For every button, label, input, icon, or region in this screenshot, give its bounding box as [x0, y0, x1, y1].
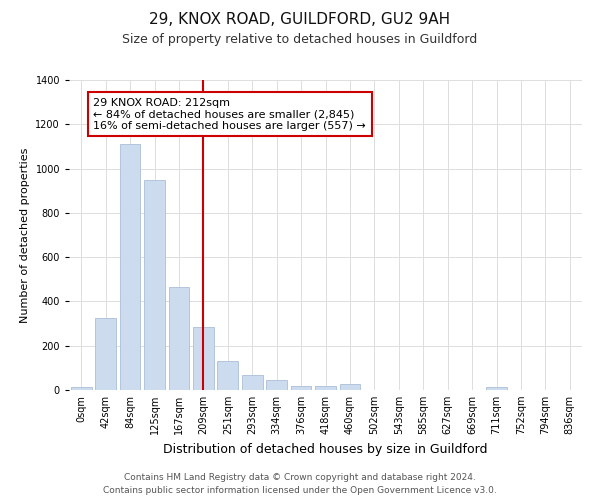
Text: 29 KNOX ROAD: 212sqm
← 84% of detached houses are smaller (2,845)
16% of semi-de: 29 KNOX ROAD: 212sqm ← 84% of detached h… — [94, 98, 366, 131]
Bar — [119, 144, 140, 390]
Bar — [71, 386, 92, 390]
Bar — [242, 374, 263, 390]
Text: Contains HM Land Registry data © Crown copyright and database right 2024.: Contains HM Land Registry data © Crown c… — [124, 474, 476, 482]
Bar — [217, 361, 238, 390]
Bar — [486, 386, 507, 390]
Bar — [340, 384, 361, 390]
Text: 29, KNOX ROAD, GUILDFORD, GU2 9AH: 29, KNOX ROAD, GUILDFORD, GU2 9AH — [149, 12, 451, 28]
Bar — [290, 386, 311, 390]
Bar — [95, 318, 116, 390]
Bar — [169, 287, 190, 390]
X-axis label: Distribution of detached houses by size in Guildford: Distribution of detached houses by size … — [163, 442, 488, 456]
Y-axis label: Number of detached properties: Number of detached properties — [20, 148, 30, 322]
Bar — [315, 386, 336, 390]
Text: Contains public sector information licensed under the Open Government Licence v3: Contains public sector information licen… — [103, 486, 497, 495]
Bar — [193, 327, 214, 390]
Bar — [266, 380, 287, 390]
Bar — [144, 180, 165, 390]
Text: Size of property relative to detached houses in Guildford: Size of property relative to detached ho… — [122, 32, 478, 46]
